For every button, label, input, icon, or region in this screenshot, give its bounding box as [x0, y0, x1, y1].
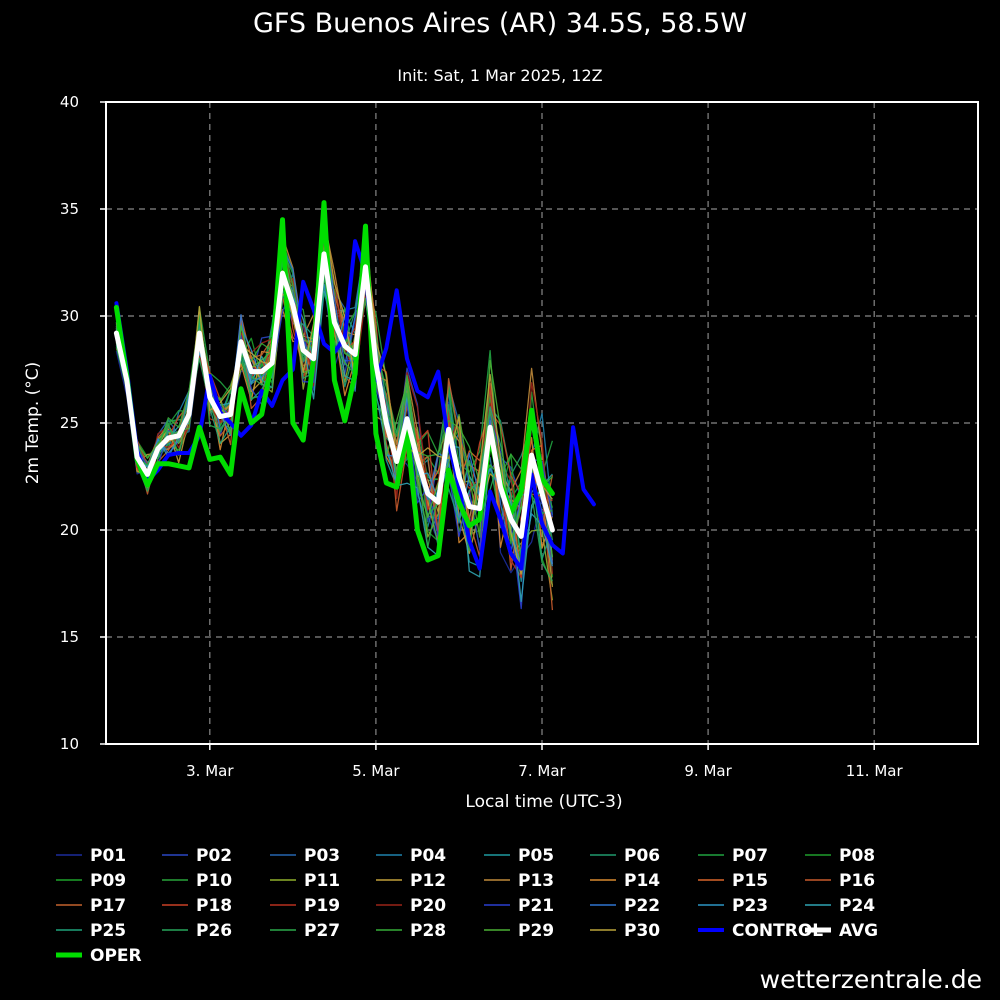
legend-label: P17 [90, 896, 126, 916]
y-tick-label: 10 [60, 735, 79, 753]
legend-label: P25 [90, 921, 126, 941]
legend-entry-p26: P26 [162, 921, 232, 941]
legend-label: CONTROL [732, 921, 823, 941]
legend-entry-p09: P09 [56, 871, 126, 891]
legend-entry-p11: P11 [270, 871, 340, 891]
legend-label: P13 [518, 871, 554, 891]
legend-label: P05 [518, 846, 554, 866]
legend-entry-p03: P03 [270, 846, 340, 866]
y-axis-label: 2m Temp. (°C) [23, 362, 43, 485]
legend: P01 P02 P03 P04 P05 P06 P07 P08 P09 P10 P11 P12 P13 P… [56, 846, 878, 966]
x-tick-label: 3. Mar [186, 762, 234, 780]
legend-label: P11 [304, 871, 340, 891]
x-tick-label: 11. Mar [846, 762, 904, 780]
axis-ticks: 10 15 20 25 30 35 40 3. Mar 5. Mar 7. Mar 9. Mar 11… [60, 93, 904, 780]
legend-label: P14 [624, 871, 660, 891]
legend-entry-p13: P13 [484, 871, 554, 891]
legend-label: P07 [732, 846, 768, 866]
legend-entry-p20: P20 [376, 896, 446, 916]
legend-entry-p19: P19 [270, 896, 340, 916]
legend-label: OPER [90, 946, 142, 966]
legend-entry-p17: P17 [56, 896, 126, 916]
series-line-avg [113, 251, 555, 539]
legend-label: P20 [410, 896, 446, 916]
legend-entry-p18: P18 [162, 896, 232, 916]
legend-label: P15 [732, 871, 768, 891]
y-tick-label: 25 [60, 414, 79, 432]
legend-entry-p10: P10 [162, 871, 232, 891]
chart-subtitle: Init: Sat, 1 Mar 2025, 12Z [397, 66, 602, 85]
legend-label: P01 [90, 846, 126, 866]
legend-entry-avg: AVG [805, 921, 878, 941]
legend-label: P24 [839, 896, 875, 916]
y-tick-label: 30 [60, 307, 79, 325]
legend-label: P28 [410, 921, 446, 941]
legend-entry-p01: P01 [56, 846, 126, 866]
legend-entry-p23: P23 [698, 896, 768, 916]
legend-label: P04 [410, 846, 446, 866]
legend-label: P30 [624, 921, 660, 941]
y-tick-label: 15 [60, 628, 79, 646]
legend-label: P06 [624, 846, 660, 866]
legend-label: P03 [304, 846, 340, 866]
legend-label: AVG [839, 921, 878, 941]
legend-label: P21 [518, 896, 554, 916]
chart-title: GFS Buenos Aires (AR) 34.5S, 58.5W [253, 8, 747, 39]
legend-label: P10 [196, 871, 232, 891]
legend-entry-p21: P21 [484, 896, 554, 916]
legend-label: P09 [90, 871, 126, 891]
legend-entry-p16: P16 [805, 871, 875, 891]
legend-label: P23 [732, 896, 768, 916]
y-tick-label: 35 [60, 200, 79, 218]
x-tick-label: 7. Mar [518, 762, 566, 780]
legend-entry-p29: P29 [484, 921, 554, 941]
y-tick-label: 40 [60, 93, 79, 111]
legend-entry-p14: P14 [590, 871, 660, 891]
legend-label: P26 [196, 921, 232, 941]
legend-entry-p25: P25 [56, 921, 126, 941]
legend-entry-p24: P24 [805, 896, 875, 916]
legend-entry-p22: P22 [590, 896, 660, 916]
legend-label: P16 [839, 871, 875, 891]
x-tick-label: 5. Mar [352, 762, 400, 780]
legend-entry-p28: P28 [376, 921, 446, 941]
legend-entry-p07: P07 [698, 846, 768, 866]
legend-entry-control: CONTROL [698, 921, 823, 941]
main-series [113, 200, 596, 571]
legend-label: P27 [304, 921, 340, 941]
legend-entry-p06: P06 [590, 846, 660, 866]
legend-entry-p02: P02 [162, 846, 232, 866]
legend-entry-p30: P30 [590, 921, 660, 941]
legend-entry-p05: P05 [484, 846, 554, 866]
watermark: wetterzentrale.de [760, 965, 982, 994]
legend-entry-p04: P04 [376, 846, 446, 866]
legend-label: P18 [196, 896, 232, 916]
legend-entry-p27: P27 [270, 921, 340, 941]
legend-label: P22 [624, 896, 660, 916]
legend-entry-p12: P12 [376, 871, 446, 891]
series-line-oper [113, 200, 555, 563]
legend-label: P19 [304, 896, 340, 916]
legend-label: P02 [196, 846, 232, 866]
legend-entry-p15: P15 [698, 871, 768, 891]
x-axis-label: Local time (UTC-3) [465, 792, 622, 812]
y-tick-label: 20 [60, 521, 79, 539]
legend-label: P29 [518, 921, 554, 941]
legend-entry-oper: OPER [56, 946, 142, 966]
legend-label: P12 [410, 871, 446, 891]
legend-entry-p08: P08 [805, 846, 875, 866]
legend-label: P08 [839, 846, 875, 866]
x-tick-label: 9. Mar [684, 762, 732, 780]
